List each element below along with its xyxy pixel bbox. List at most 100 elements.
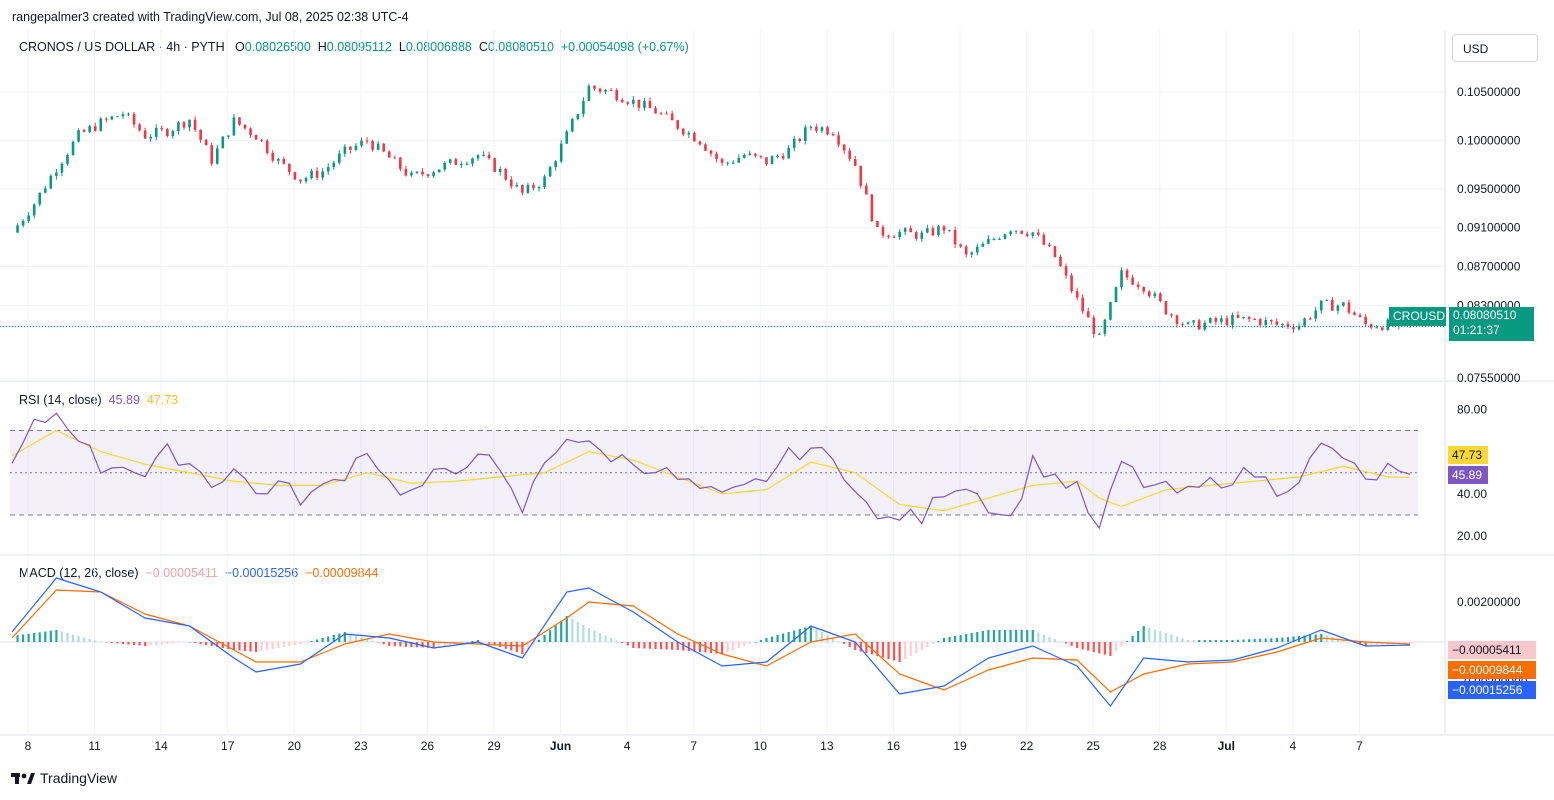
candle-body bbox=[410, 172, 413, 176]
macd-histogram-bar bbox=[1048, 636, 1051, 642]
candle-body bbox=[437, 169, 441, 173]
time-tick-label: 10 bbox=[754, 739, 768, 753]
symbol-title[interactable]: CRONOS / US DOLLAR · 4h · PYTH bbox=[19, 40, 225, 54]
change-value: +0.00054098 (+0.67%) bbox=[560, 40, 689, 54]
candle-body bbox=[43, 188, 47, 193]
candle-body bbox=[1308, 318, 1312, 320]
macd-histogram-bar bbox=[249, 642, 252, 652]
candle-body bbox=[365, 140, 369, 142]
price-tick-label: 0.09100000 bbox=[1457, 221, 1521, 235]
candle-body bbox=[399, 157, 402, 169]
macd-histogram-bar bbox=[720, 642, 724, 654]
currency-selector[interactable]: USD bbox=[1452, 34, 1538, 62]
macd-histogram-bar bbox=[293, 642, 297, 645]
macd-histogram-bar bbox=[671, 642, 674, 650]
macd-histogram-bar bbox=[127, 642, 130, 645]
macd-histogram-bar bbox=[848, 642, 851, 647]
macd-histogram-bar bbox=[205, 642, 208, 645]
candle-body bbox=[1114, 287, 1118, 303]
candle-body bbox=[776, 155, 779, 157]
macd-histogram-bar bbox=[587, 628, 591, 642]
candle-body bbox=[1014, 230, 1018, 232]
macd-histogram-bar bbox=[1098, 642, 1101, 654]
macd-histogram-bar bbox=[99, 642, 102, 643]
candle-body bbox=[853, 159, 857, 166]
candle-body bbox=[792, 138, 796, 148]
macd-histogram-bar bbox=[787, 632, 790, 642]
macd-histogram-bar bbox=[1220, 640, 1223, 642]
candle-body bbox=[748, 153, 752, 156]
macd-label[interactable]: MACD (12, 26, close) bbox=[19, 566, 139, 580]
macd-histogram-bar bbox=[110, 642, 113, 643]
symbol-tag: CROUSD bbox=[1389, 307, 1446, 326]
candle-body bbox=[1098, 333, 1101, 335]
candle-body bbox=[715, 153, 718, 160]
macd-histogram-bar bbox=[1225, 640, 1229, 642]
macd-histogram-bar bbox=[1264, 638, 1267, 642]
macd-histogram-bar bbox=[521, 642, 524, 654]
candle-body bbox=[1031, 232, 1035, 236]
candle-body bbox=[121, 114, 125, 117]
candle-body bbox=[149, 136, 152, 139]
candle-body bbox=[276, 159, 280, 161]
candle-body bbox=[559, 143, 563, 162]
candle-body bbox=[1331, 299, 1334, 311]
macd-histogram-bar bbox=[948, 637, 951, 642]
candle-body bbox=[1286, 323, 1290, 327]
macd-histogram-bar bbox=[632, 642, 635, 648]
candle-body bbox=[1358, 315, 1362, 317]
macd-histogram-bar bbox=[532, 642, 535, 645]
macd-histogram-bar bbox=[310, 641, 313, 642]
candle-body bbox=[349, 146, 352, 150]
candle-body bbox=[537, 187, 541, 189]
candle-body bbox=[842, 144, 846, 151]
candle-body bbox=[288, 163, 291, 173]
macd-histogram-bar bbox=[277, 642, 280, 648]
macd-histogram-bar bbox=[138, 642, 141, 646]
candle-body bbox=[371, 141, 374, 150]
time-tick-label: Jul bbox=[1218, 739, 1235, 753]
macd-histogram-bar bbox=[354, 635, 358, 642]
macd-histogram-bar bbox=[1103, 642, 1106, 655]
macd-histogram-bar bbox=[365, 639, 369, 642]
macd-histogram-bar bbox=[898, 642, 901, 662]
candle-body bbox=[975, 246, 979, 253]
candle-body bbox=[238, 117, 241, 125]
candle-body bbox=[1175, 315, 1179, 324]
macd-histogram-bar bbox=[576, 622, 579, 642]
time-tick-label: 4 bbox=[1290, 739, 1297, 753]
candle-body bbox=[249, 128, 252, 135]
macd-histogram-bar bbox=[937, 641, 940, 642]
candle-body bbox=[1303, 318, 1306, 326]
low-value: 0.08006888 bbox=[405, 40, 472, 54]
macd-line-value: −0.00015256 bbox=[224, 566, 299, 580]
rsi-tick-label: 20.00 bbox=[1457, 529, 1487, 543]
candle-body bbox=[1147, 291, 1151, 297]
candle-body bbox=[1059, 256, 1062, 267]
macd-signal-tag: −0.00009844 bbox=[1448, 661, 1536, 679]
close-value: 0.08080510 bbox=[487, 40, 554, 54]
candle-body bbox=[948, 229, 951, 231]
time-tick-label: 29 bbox=[487, 739, 501, 753]
macd-histogram-bar bbox=[1064, 642, 1068, 644]
candle-body bbox=[32, 204, 36, 216]
candle-body bbox=[526, 184, 530, 193]
candle-body bbox=[1170, 314, 1173, 316]
candle-body bbox=[360, 140, 363, 146]
macd-line-tag: −0.00015256 bbox=[1448, 681, 1536, 699]
macd-histogram-bar bbox=[1336, 638, 1339, 642]
rsi-tick-label: 80.00 bbox=[1457, 402, 1487, 416]
price-tick-label: 0.10000000 bbox=[1457, 133, 1521, 147]
macd-histogram-bar bbox=[1081, 642, 1084, 650]
macd-histogram-bar bbox=[1109, 642, 1112, 656]
candle-body bbox=[626, 102, 630, 104]
macd-histogram-bar bbox=[1242, 639, 1245, 642]
candle-body bbox=[1037, 232, 1040, 235]
rsi-label[interactable]: RSI (14, close) bbox=[19, 393, 102, 407]
tradingview-brand[interactable]: TradingView bbox=[40, 770, 118, 786]
macd-histogram-bar bbox=[316, 639, 319, 642]
candle-body bbox=[693, 132, 696, 142]
macd-histogram-bar bbox=[565, 616, 568, 642]
time-tick-label: 22 bbox=[1020, 739, 1034, 753]
